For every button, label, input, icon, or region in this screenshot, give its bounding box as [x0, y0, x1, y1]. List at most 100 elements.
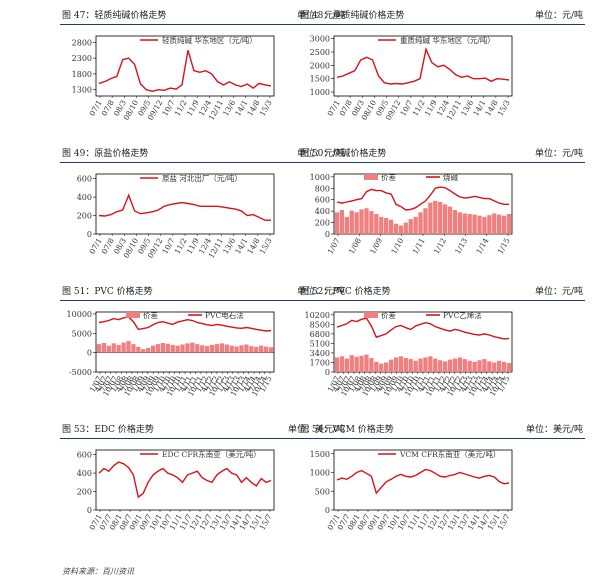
y-tick-label: 0 — [325, 368, 330, 377]
chart-svg: 1000050000-50001/074/077/0710/071/084/08… — [67, 310, 275, 398]
bar-价差 — [165, 343, 170, 353]
bar-价差 — [388, 359, 394, 372]
bar-价差 — [428, 356, 433, 372]
bar-价差 — [428, 202, 433, 234]
chart-unit: 单位：元/吨 — [534, 11, 583, 21]
chart-title: 图 50：烧碱价格走势 — [300, 149, 387, 159]
legend-label: PVC电石法 — [205, 310, 244, 320]
bar-价差 — [398, 225, 404, 234]
bar-价差 — [433, 200, 438, 234]
chart-unit: 单位：美元/吨 — [287, 425, 345, 435]
x-tick-label: 15/3 — [258, 236, 274, 255]
y-tick-label: 200 — [315, 219, 330, 228]
x-tick-label: 15/3 — [258, 98, 274, 117]
y-tick-label: 0 — [325, 506, 330, 515]
title-rule — [60, 24, 347, 25]
bar-价差 — [393, 223, 399, 234]
bar-价差 — [472, 214, 477, 234]
chart-svg: 600400200007/107/808/308/1009/509/1210/7… — [77, 173, 275, 260]
bar-价差 — [433, 358, 438, 372]
y-tick-label: 500 — [315, 487, 330, 496]
bar-价差 — [344, 358, 349, 372]
x-tick-label: 1/14 — [474, 236, 490, 255]
bar-价差 — [334, 357, 340, 372]
legend-swatch — [364, 312, 378, 318]
legend-label: VCM CFR东南亚（美元/吨） — [399, 449, 500, 459]
bar-价差 — [374, 214, 379, 234]
bar-价差 — [219, 343, 225, 353]
bar-价差 — [477, 215, 482, 234]
y-tick-label: 400 — [315, 207, 330, 216]
plot-frame — [95, 449, 275, 511]
legend-label: 价差 — [381, 172, 396, 182]
chart-header: 图 51：PVC 价格走势 单位：元/吨 — [60, 284, 347, 300]
bar-价差 — [379, 216, 384, 234]
y-tick-label: 1000 — [310, 173, 330, 182]
y-tick-label: 200 — [77, 212, 92, 221]
bar-价差 — [195, 344, 200, 353]
bar-价差 — [452, 210, 458, 234]
legend-label: 价差 — [381, 310, 396, 320]
title-rule — [60, 300, 347, 301]
y-tick-label: 2000 — [310, 61, 330, 70]
chart-svg: 15001000500007/107/708/108/709/109/710/1… — [310, 449, 513, 532]
bar-价差 — [492, 362, 497, 372]
series-line-VCM CFR东南亚（美元/吨） — [336, 468, 510, 495]
bar-价差 — [462, 359, 467, 372]
bar-价差 — [403, 222, 408, 234]
y-tick-label: 800 — [315, 184, 330, 193]
x-tick-label: 15/3 — [496, 98, 512, 117]
x-tick-label: 1/13 — [453, 236, 469, 255]
bar-价差 — [487, 215, 492, 234]
bar-价差 — [249, 346, 254, 353]
bar-价差 — [482, 216, 487, 234]
bar-价差 — [145, 348, 151, 353]
chart-unit: 单位：元/吨 — [296, 149, 345, 159]
chart-panel-c48: 图 48：重质纯碱价格走势 单位：元/吨 3000 2500 2000 1500 1000 0… — [298, 8, 585, 143]
y-tick-label: 400 — [77, 193, 92, 202]
bar-价差 — [452, 358, 458, 372]
bar-价差 — [359, 209, 364, 234]
y-tick-label: 1000 — [310, 469, 330, 478]
bar-价差 — [364, 354, 369, 372]
bar-价差 — [369, 357, 374, 372]
bar-价差 — [501, 361, 507, 372]
plot-frame — [95, 173, 275, 235]
chart-unit: 单位：元/吨 — [534, 287, 583, 297]
bar-价差 — [497, 360, 502, 372]
y-tick-label: 10000 — [67, 310, 92, 319]
legend-swatch — [126, 312, 140, 318]
bar-价差 — [442, 361, 448, 372]
bar-价差 — [418, 358, 423, 372]
chart-panel-c50: 图 50：烧碱价格走势 单位：元/吨 1000 800 600 400 200 0 1/07 1/… — [298, 146, 585, 281]
bar-价差 — [477, 360, 482, 372]
y-tick-label: 600 — [77, 451, 92, 460]
series-line-PVC电石法 — [98, 316, 272, 332]
chart-svg: 600400200007/107/708/108/709/109/710/110… — [77, 449, 275, 532]
title-rule — [60, 438, 347, 439]
bar-价差 — [447, 206, 453, 234]
bar-价差 — [200, 345, 205, 353]
bar-价差 — [408, 219, 413, 234]
y-tick-label: 2800 — [72, 38, 92, 47]
bar-价差 — [403, 357, 408, 372]
x-tick-label: 1/11 — [411, 237, 427, 256]
y-tick-label: 1500 — [310, 450, 330, 459]
bar-价差 — [447, 359, 453, 372]
bar-价差 — [239, 345, 244, 353]
bar-价差 — [418, 212, 423, 234]
bar-价差 — [263, 346, 269, 353]
bar-价差 — [487, 361, 492, 372]
bar-价差 — [506, 214, 512, 234]
y-tick-label: -5000 — [69, 368, 92, 377]
bar-价差 — [492, 213, 497, 234]
y-tick-label: 5100 — [310, 339, 330, 348]
bar-价差 — [438, 360, 443, 372]
bar-价差 — [374, 361, 379, 372]
chart-panel-c54: 图 54：VCM 价格走势 单位：美元/吨 1500 1000 500 0 07/1 07/7… — [298, 422, 585, 557]
bar-价差 — [116, 344, 121, 353]
y-tick-label: 6800 — [310, 330, 330, 339]
bar-价差 — [334, 212, 340, 234]
legend-label: 烧碱 — [443, 172, 458, 182]
chart-panel-c49: 图 49：原盐价格走势 单位：元/吨 600 400 200 0 07/1 07/8 08/3 0… — [60, 146, 347, 281]
